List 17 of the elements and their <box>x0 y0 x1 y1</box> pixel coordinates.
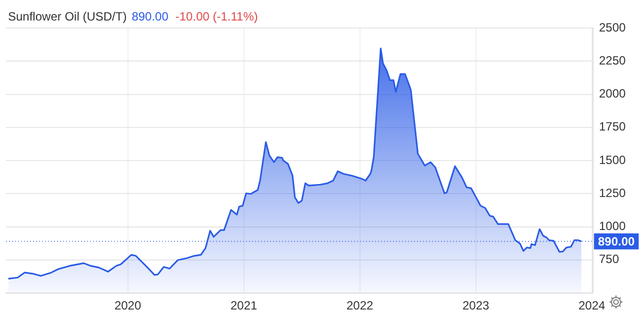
text: -10.00 (-1.11%) <box>175 9 258 24</box>
chart-title: Sunflower Oil (USD/T) <box>8 9 127 24</box>
x-tick-label: 2022 <box>346 298 374 313</box>
x-tick-label: 2024 <box>578 298 606 313</box>
text: 890.00 <box>132 9 169 24</box>
ref-line-label: 890.00 <box>598 234 636 249</box>
x-tick-label: 2023 <box>462 298 490 313</box>
y-tick-label: 2500 <box>599 20 626 34</box>
y-tick-label: 750 <box>599 252 620 266</box>
x-tick-label: 2021 <box>230 298 258 313</box>
y-tick-label: 1750 <box>599 120 626 134</box>
y-tick-label: 2000 <box>599 86 626 101</box>
y-tick-label: 2250 <box>599 53 626 68</box>
y-tick-label: 1250 <box>599 186 626 200</box>
y-tick-label: 1000 <box>599 219 626 234</box>
x-tick-label: 2020 <box>114 298 142 313</box>
y-tick-label: 1500 <box>599 152 626 167</box>
